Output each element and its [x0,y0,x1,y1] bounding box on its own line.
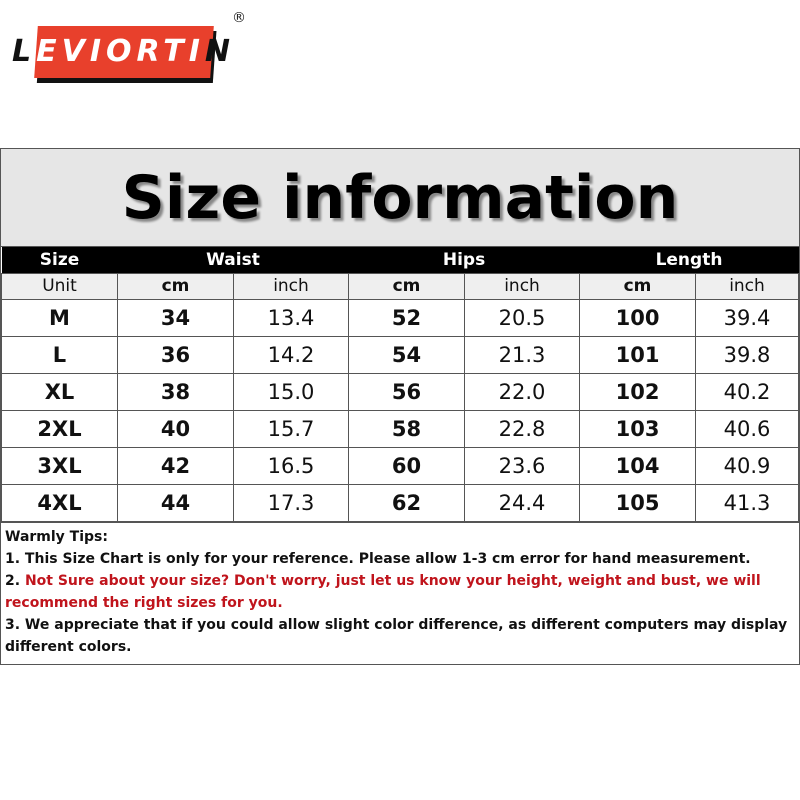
table-cell: 102 [579,372,697,411]
table-cell: 58 [348,409,466,448]
table-cell: 17.3 [232,483,350,522]
table-cell: 39.4 [695,298,799,337]
table-cell: 36 [117,335,234,374]
tip-3: 3. We appreciate that if you could allow… [5,616,788,655]
table-cell: 54 [348,335,466,374]
table-cell: 100 [579,298,697,337]
table-cell: 60 [348,446,466,485]
tips-section: Warmly Tips: 1. This Size Chart is only … [1,521,799,664]
table-cell: 105 [579,483,697,522]
table-row: 2XL 40 15.7 58 22.8 103 40.6 [1,409,799,448]
table-cell: 16.5 [232,446,350,485]
table-cell: 3XL [1,446,118,485]
size-chart: Size information Size Waist Hips Length … [0,148,800,665]
logo-text: LEVIORTIN [12,34,235,69]
registered-mark: ® [232,10,246,26]
table-cell: 44 [117,483,234,522]
tip-2-text: Not Sure about your size? Don't worry, j… [5,572,761,611]
table-cell: 62 [348,483,466,522]
table-cell: 24.4 [464,483,581,522]
unit-cell: cm [348,272,466,300]
table-cell: M [1,298,118,337]
table-cell: 101 [579,335,697,374]
unit-cell: inch [464,272,581,300]
tip-2: 2. Not Sure about your size? Don't worry… [5,570,795,614]
table-cell: 13.4 [232,298,350,337]
table-cell: 40 [117,409,234,448]
table-row: XL 38 15.0 56 22.0 102 40.2 [1,372,799,411]
table-cell: 104 [579,446,697,485]
table-row: 4XL 44 17.3 62 24.4 105 41.3 [1,483,799,522]
header-size: Size [1,247,118,273]
table-cell: 22.0 [464,372,581,411]
tip-1: 1. This Size Chart is only for your refe… [5,550,751,567]
page-title: Size information [1,149,799,247]
table-cell: 103 [579,409,697,448]
table-cell: 42 [117,446,234,485]
table-cell: 38 [117,372,234,411]
unit-cell: Unit [1,272,118,300]
table-cell: 20.5 [464,298,581,337]
table-cell: 41.3 [695,483,799,522]
header-length: Length [579,247,799,273]
table-cell: L [1,335,118,374]
unit-row: Unit cm inch cm inch cm inch [1,272,799,300]
brand-logo: LEVIORTIN ® [10,10,250,88]
table-cell: 4XL [1,483,118,522]
table-cell: 21.3 [464,335,581,374]
table-cell: 2XL [1,409,118,448]
table-cell: 15.0 [232,372,350,411]
table-cell: 22.8 [464,409,581,448]
table-cell: 15.7 [232,409,350,448]
table-cell: 40.2 [695,372,799,411]
size-table: Size Waist Hips Length Unit cm inch cm i… [1,247,799,522]
table-cell: 56 [348,372,466,411]
header-hips: Hips [348,247,580,273]
table-cell: 39.8 [695,335,799,374]
table-cell: 23.6 [464,446,581,485]
table-row: L 36 14.2 54 21.3 101 39.8 [1,335,799,374]
table-cell: 14.2 [232,335,350,374]
table-row: 3XL 42 16.5 60 23.6 104 40.9 [1,446,799,485]
unit-cell: inch [695,272,799,300]
tip-2-number: 2. [5,572,25,589]
table-cell: XL [1,372,118,411]
table-row: M 34 13.4 52 20.5 100 39.4 [1,298,799,337]
table-header: Size Waist Hips Length [1,247,799,273]
unit-cell: cm [579,272,697,300]
unit-cell: cm [117,272,234,300]
table-cell: 52 [348,298,466,337]
header-waist: Waist [117,247,349,273]
table-cell: 34 [117,298,234,337]
unit-cell: inch [232,272,350,300]
table-cell: 40.9 [695,446,799,485]
table-cell: 40.6 [695,409,799,448]
tips-heading: Warmly Tips: [5,528,108,545]
